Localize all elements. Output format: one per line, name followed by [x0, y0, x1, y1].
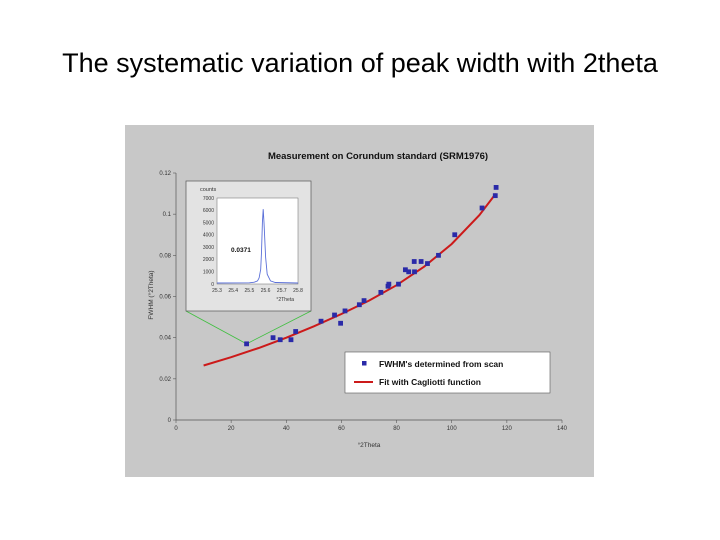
connector-line: [185, 310, 247, 345]
fit-curve: [203, 192, 497, 367]
legend-label-points: FWHM's determined from scan: [379, 359, 503, 369]
inset-y-tick-label: 3000: [203, 245, 214, 251]
data-point: [452, 232, 458, 238]
inset-plot-area: [216, 197, 299, 285]
x-tick-label: 40: [283, 426, 290, 432]
data-point: [406, 269, 412, 275]
data-point: [411, 259, 417, 264]
data-point: [288, 337, 294, 343]
data-point: [436, 252, 441, 258]
x-tick-label: 20: [228, 426, 235, 432]
data-point: [412, 269, 417, 275]
y-tick-label: 0.1: [163, 212, 172, 218]
inset-x-axis-ticks: 25.3 25.4 25.5 25.6 25.7 25.8: [212, 288, 303, 294]
data-point: [338, 320, 344, 326]
y-tick-label: 0.04: [159, 336, 171, 342]
data-point: [418, 259, 424, 264]
inset-x-tick-label: 25.6: [261, 288, 271, 294]
y-axis-ticks: 0 0.02 0.04 0.06 0.08 0.1 0.12: [159, 171, 176, 424]
x-tick-label: 140: [557, 426, 568, 432]
slide-title: The systematic variation of peak width w…: [62, 48, 658, 78]
y-axis-label: FWHM (°2Theta): [147, 270, 155, 319]
inset-y-tick-label: 6000: [203, 208, 214, 214]
inset-connector-lines: [185, 310, 312, 345]
legend-box: [344, 351, 551, 394]
inset-x-tick-label: 25.3: [212, 288, 222, 294]
fwhm-chart: Measurement on Corundum standard (SRM197…: [125, 125, 594, 477]
data-point: [277, 337, 283, 343]
inset-y-tick-label: 0: [211, 282, 214, 288]
inset-y-tick-label: 7000: [203, 196, 214, 202]
x-tick-label: 0: [174, 426, 178, 432]
inset-y-tick-label: 2000: [203, 257, 214, 263]
x-tick-label: 80: [393, 426, 400, 432]
y-tick-label: 0.02: [159, 377, 171, 383]
data-point: [356, 302, 362, 308]
inset-chart: counts 0 1000 2000 3000 4000 5000 6000 7000 25.…: [185, 180, 312, 312]
inset-x-tick-label: 25.5: [245, 288, 255, 294]
x-tick-label: 60: [338, 426, 345, 432]
data-point: [318, 318, 324, 324]
inset-peak-curve: [216, 209, 299, 284]
inset-y-axis-label: counts: [200, 187, 216, 193]
inset-y-tick-label: 5000: [203, 220, 214, 226]
data-point: [342, 308, 348, 314]
x-tick-label: 120: [502, 426, 513, 432]
inset-x-tick-label: 25.4: [228, 288, 238, 294]
data-points: [244, 185, 499, 347]
inset-y-axis-ticks: 0 1000 2000 3000 4000 5000 6000 7000: [203, 196, 214, 288]
data-point: [396, 281, 401, 287]
y-tick-label: 0: [168, 418, 172, 424]
data-point: [293, 329, 299, 334]
connector-line: [246, 310, 312, 345]
x-axis-ticks: 0 20 40 60 80 100 120 140: [174, 420, 568, 432]
data-point: [402, 267, 408, 273]
data-point: [244, 341, 249, 347]
inset-y-tick-label: 1000: [203, 270, 214, 276]
data-point: [378, 289, 384, 295]
y-tick-label: 0.08: [159, 253, 171, 259]
y-tick-label: 0.12: [159, 171, 171, 177]
inset-y-tick-label: 4000: [203, 233, 214, 239]
y-tick-label: 0.06: [159, 295, 171, 301]
x-tick-label: 100: [447, 426, 458, 432]
inset-annotation: 0.0371: [231, 247, 251, 254]
inset-x-axis-label: °2Theta: [276, 297, 294, 303]
data-point: [425, 261, 430, 266]
legend: FWHM's determined from scan Fit with Cag…: [344, 351, 551, 394]
data-point: [492, 193, 498, 199]
inset-x-tick-label: 25.8: [293, 288, 303, 294]
inset-x-tick-label: 25.7: [277, 288, 287, 294]
chart-figure: Measurement on Corundum standard (SRM197…: [125, 125, 594, 477]
data-point: [386, 281, 392, 287]
legend-marker-points: [362, 361, 367, 366]
data-point: [493, 185, 499, 190]
chart-title: Measurement on Corundum standard (SRM197…: [268, 151, 488, 162]
legend-label-fit: Fit with Cagliotti function: [379, 377, 481, 387]
x-axis-label: °2Theta: [358, 441, 381, 449]
data-point: [270, 335, 276, 341]
data-point: [479, 205, 485, 211]
data-point: [361, 298, 367, 304]
data-point: [332, 312, 337, 318]
